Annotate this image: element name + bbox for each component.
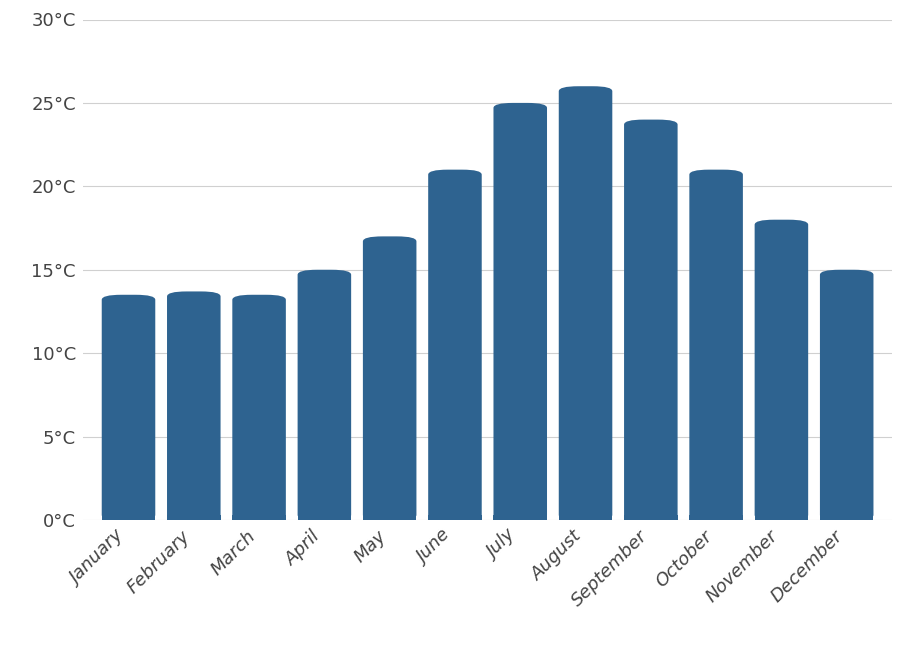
Bar [362, 515, 416, 520]
Bar [233, 515, 286, 520]
Bar [427, 515, 482, 520]
Bar [102, 515, 155, 520]
Bar [623, 515, 677, 520]
Bar [167, 515, 221, 520]
FancyBboxPatch shape [754, 220, 807, 520]
Bar [558, 515, 612, 520]
FancyBboxPatch shape [493, 103, 547, 520]
FancyBboxPatch shape [558, 86, 612, 520]
FancyBboxPatch shape [233, 295, 286, 520]
FancyBboxPatch shape [362, 237, 416, 520]
Bar [493, 515, 547, 520]
Bar [754, 515, 807, 520]
Bar [819, 515, 872, 520]
FancyBboxPatch shape [427, 170, 482, 520]
FancyBboxPatch shape [623, 120, 677, 520]
FancyBboxPatch shape [102, 295, 155, 520]
FancyBboxPatch shape [297, 270, 351, 520]
FancyBboxPatch shape [167, 291, 221, 520]
FancyBboxPatch shape [819, 270, 872, 520]
FancyBboxPatch shape [688, 170, 742, 520]
Bar [688, 515, 742, 520]
Bar [297, 515, 351, 520]
